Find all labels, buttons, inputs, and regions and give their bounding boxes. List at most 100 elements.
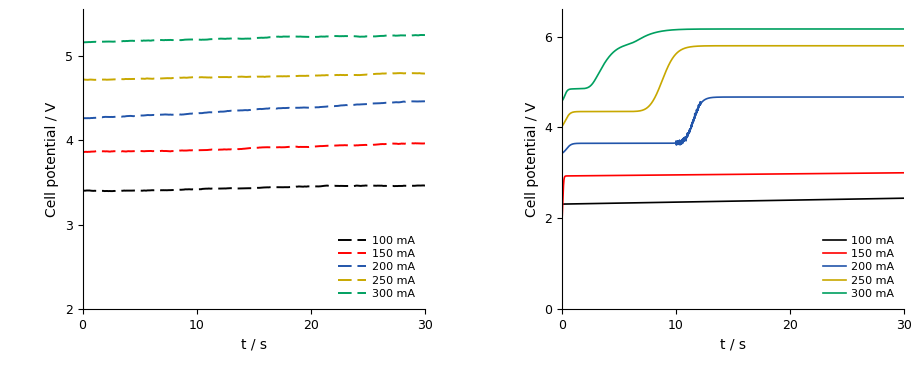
300 mA	[279, 34, 290, 39]
250 mA	[855, 44, 866, 48]
150 mA	[556, 219, 567, 223]
200 mA	[899, 95, 910, 99]
250 mA	[616, 109, 627, 114]
300 mA	[616, 45, 627, 49]
100 mA	[417, 183, 428, 188]
100 mA	[307, 184, 318, 189]
Line: 150 mA: 150 mA	[83, 143, 425, 152]
250 mA	[307, 74, 318, 78]
250 mA	[406, 71, 417, 75]
150 mA	[279, 145, 290, 149]
200 mA	[616, 141, 627, 146]
200 mA	[871, 95, 882, 99]
250 mA	[335, 73, 346, 77]
300 mA	[165, 38, 176, 42]
300 mA	[416, 33, 427, 37]
X-axis label: t / s: t / s	[720, 337, 746, 351]
Line: 250 mA: 250 mA	[562, 46, 904, 126]
150 mA	[899, 171, 910, 175]
250 mA	[702, 44, 713, 48]
150 mA	[702, 172, 713, 177]
Line: 250 mA: 250 mA	[83, 73, 425, 80]
300 mA	[702, 27, 713, 31]
150 mA	[165, 149, 176, 153]
150 mA	[855, 171, 866, 175]
200 mA	[855, 95, 866, 99]
150 mA	[420, 141, 431, 146]
Line: 300 mA: 300 mA	[562, 29, 904, 101]
150 mA	[232, 147, 243, 151]
200 mA	[232, 108, 243, 113]
200 mA	[702, 96, 713, 100]
Y-axis label: Cell potential / V: Cell potential / V	[524, 102, 539, 217]
250 mA	[688, 44, 699, 49]
200 mA	[556, 151, 567, 155]
Line: 150 mA: 150 mA	[562, 173, 904, 221]
250 mA	[899, 44, 910, 48]
100 mA	[335, 184, 346, 188]
Line: 100 mA: 100 mA	[83, 185, 425, 191]
Line: 300 mA: 300 mA	[83, 35, 425, 42]
Y-axis label: Cell potential / V: Cell potential / V	[45, 102, 60, 217]
250 mA	[77, 77, 88, 82]
300 mA	[335, 34, 346, 39]
150 mA	[596, 173, 607, 178]
300 mA	[139, 38, 150, 43]
250 mA	[893, 44, 904, 48]
100 mA	[855, 197, 866, 201]
100 mA	[77, 188, 88, 193]
300 mA	[79, 40, 90, 45]
200 mA	[165, 113, 176, 117]
100 mA	[106, 189, 118, 193]
250 mA	[596, 109, 607, 114]
Legend: 100 mA, 150 mA, 200 mA, 250 mA, 300 mA: 100 mA, 150 mA, 200 mA, 250 mA, 300 mA	[819, 231, 899, 303]
100 mA	[420, 183, 431, 188]
250 mA	[139, 77, 150, 81]
100 mA	[688, 200, 699, 204]
150 mA	[335, 143, 346, 147]
100 mA	[556, 202, 567, 207]
Line: 200 mA: 200 mA	[562, 97, 904, 153]
250 mA	[165, 76, 176, 80]
200 mA	[892, 95, 903, 99]
250 mA	[90, 78, 101, 82]
100 mA	[899, 196, 910, 200]
200 mA	[77, 116, 88, 121]
150 mA	[307, 144, 318, 149]
200 mA	[279, 106, 290, 110]
150 mA	[139, 149, 150, 153]
250 mA	[420, 71, 431, 76]
300 mA	[556, 99, 567, 103]
Line: 100 mA: 100 mA	[562, 198, 904, 204]
100 mA	[702, 199, 713, 204]
300 mA	[596, 67, 607, 72]
300 mA	[688, 27, 699, 31]
X-axis label: t / s: t / s	[241, 337, 267, 351]
150 mA	[405, 141, 416, 146]
100 mA	[892, 196, 903, 200]
300 mA	[307, 34, 318, 39]
300 mA	[899, 27, 910, 31]
100 mA	[279, 185, 290, 190]
300 mA	[420, 33, 431, 37]
150 mA	[616, 173, 627, 178]
150 mA	[77, 150, 88, 154]
150 mA	[78, 150, 89, 154]
200 mA	[78, 116, 89, 121]
200 mA	[139, 113, 150, 118]
100 mA	[616, 201, 627, 205]
100 mA	[165, 188, 176, 193]
200 mA	[596, 141, 607, 146]
150 mA	[892, 171, 903, 175]
250 mA	[556, 124, 567, 128]
200 mA	[420, 99, 431, 103]
100 mA	[139, 188, 150, 193]
300 mA	[232, 36, 243, 41]
100 mA	[232, 186, 243, 191]
Legend: 100 mA, 150 mA, 200 mA, 250 mA, 300 mA: 100 mA, 150 mA, 200 mA, 250 mA, 300 mA	[334, 231, 420, 303]
250 mA	[892, 44, 903, 48]
300 mA	[892, 27, 903, 31]
300 mA	[77, 40, 88, 45]
100 mA	[596, 201, 607, 206]
250 mA	[279, 74, 290, 78]
